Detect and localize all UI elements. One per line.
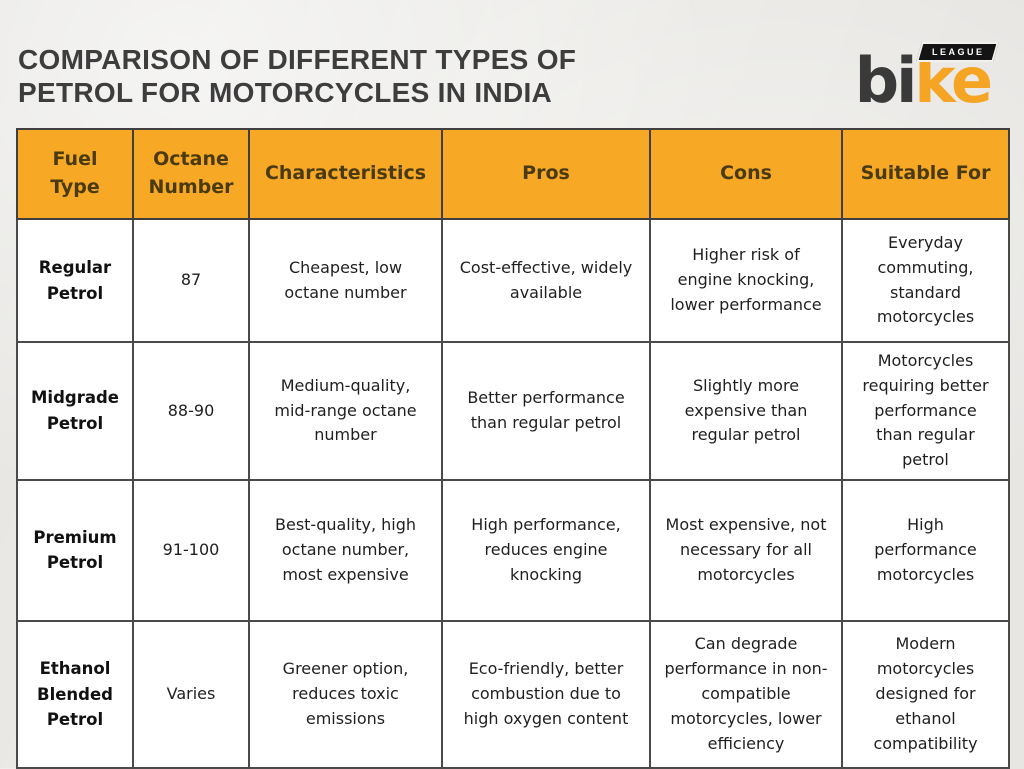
cell-suitable-for: High performance motorcycles — [841, 478, 1010, 622]
cell-octane-number: Varies — [132, 619, 250, 769]
cell-cons: Can degrade performance in non-compatibl… — [649, 619, 843, 769]
column-header-octane-number: Octane Number — [132, 128, 250, 220]
cell-suitable-for: Modern motorcycles designed for ethanol … — [841, 619, 1010, 769]
table-row: Regular Petrol 87 Cheapest, low octane n… — [16, 218, 1010, 343]
cell-characteristics: Medium-quality, mid-range octane number — [248, 341, 443, 481]
cell-cons: Most expensive, not necessary for all mo… — [649, 478, 843, 622]
column-header-pros: Pros — [441, 128, 651, 220]
page-title: COMPARISON OF DIFFERENT TYPES OF PETROL … — [18, 43, 576, 109]
table-row: Ethanol Blended Petrol Varies Greener op… — [16, 619, 1010, 769]
column-header-fuel-type: Fuel Type — [16, 128, 134, 220]
cell-pros: Cost-effective, widely available — [441, 218, 651, 343]
page-title-line-1: COMPARISON OF DIFFERENT TYPES OF — [18, 44, 577, 75]
cell-fuel-type: Ethanol Blended Petrol — [16, 619, 134, 769]
cell-characteristics: Greener option, reduces toxic emissions — [248, 619, 443, 769]
cell-fuel-type: Premium Petrol — [16, 478, 134, 622]
cell-pros: High performance, reduces engine knockin… — [441, 478, 651, 622]
cell-suitable-for: Motorcycles requiring better performance… — [841, 341, 1010, 481]
column-header-characteristics: Characteristics — [248, 128, 443, 220]
column-header-cons: Cons — [649, 128, 843, 220]
cell-cons: Higher risk of engine knocking, lower pe… — [649, 218, 843, 343]
cell-pros: Better performance than regular petrol — [441, 341, 651, 481]
petrol-comparison-table: Fuel Type Octane Number Characteristics … — [16, 128, 1010, 769]
cell-fuel-type: Midgrade Petrol — [16, 341, 134, 481]
table-row: Premium Petrol 91-100 Best-quality, high… — [16, 478, 1010, 622]
bike-league-logo: LEAGUE bike — [855, 40, 999, 112]
league-badge-label: LEAGUE — [932, 47, 985, 57]
cell-octane-number: 87 — [132, 218, 250, 343]
logo-text-dark: bi — [854, 44, 918, 117]
cell-fuel-type: Regular Petrol — [16, 218, 134, 343]
cell-octane-number: 88-90 — [132, 341, 250, 481]
table-header-row: Fuel Type Octane Number Characteristics … — [16, 128, 1010, 220]
table-container: Fuel Type Octane Number Characteristics … — [0, 128, 1024, 769]
cell-characteristics: Cheapest, low octane number — [248, 218, 443, 343]
page-title-line-2: PETROL FOR MOTORCYCLES IN INDIA — [18, 77, 553, 108]
cell-suitable-for: Everyday commuting, standard motorcycles — [841, 218, 1010, 343]
top-bar: COMPARISON OF DIFFERENT TYPES OF PETROL … — [0, 0, 1024, 128]
cell-characteristics: Best-quality, high octane number, most e… — [248, 478, 443, 622]
column-header-suitable-for: Suitable For — [841, 128, 1010, 220]
cell-octane-number: 91-100 — [132, 478, 250, 622]
table-row: Midgrade Petrol 88-90 Medium-quality, mi… — [16, 341, 1010, 481]
cell-cons: Slightly more expensive than regular pet… — [649, 341, 843, 481]
cell-pros: Eco-friendly, better combustion due to h… — [441, 619, 651, 769]
league-badge: LEAGUE — [916, 42, 999, 62]
